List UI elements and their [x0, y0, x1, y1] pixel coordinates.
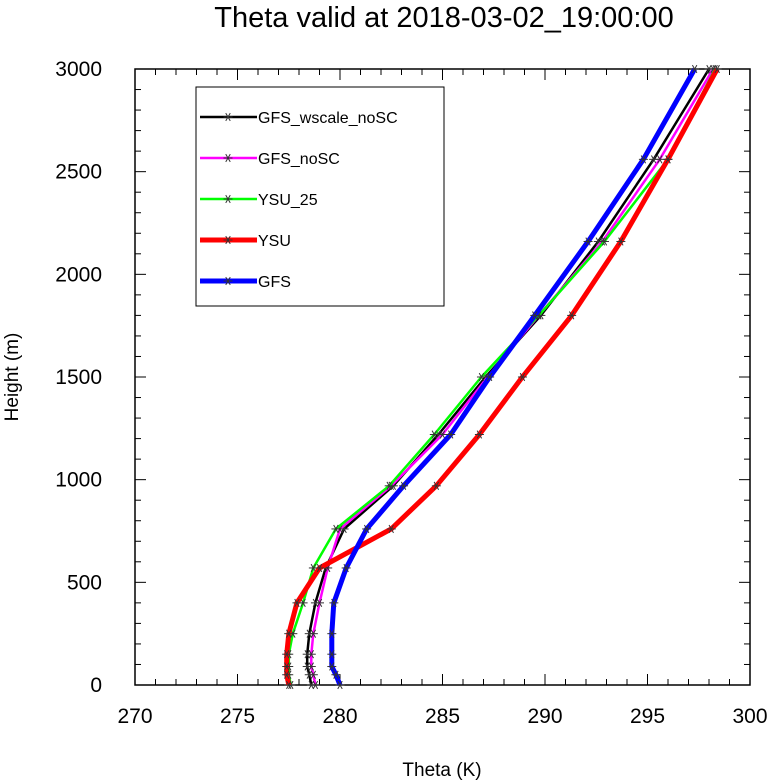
- legend-marker: [223, 112, 233, 122]
- legend-marker: [223, 194, 233, 204]
- series-gfs: [327, 64, 700, 690]
- data-point: [327, 650, 337, 659]
- data-point: [315, 598, 324, 608]
- legend-item: YSU_25: [200, 192, 318, 209]
- legend-item: YSU: [200, 233, 291, 250]
- data-point: [306, 662, 316, 671]
- x-tick-label: 290: [527, 705, 562, 728]
- data-point: [327, 662, 337, 671]
- x-tick-label: 295: [630, 705, 665, 728]
- data-point: [431, 481, 441, 490]
- data-point: [712, 64, 722, 74]
- data-point: [331, 670, 341, 679]
- data-point: [690, 64, 700, 74]
- data-point: [284, 629, 294, 638]
- data-point: [655, 155, 665, 164]
- chart-title: Theta valid at 2018-03-02_19:00:00: [214, 2, 674, 34]
- x-tick-label: 275: [220, 705, 255, 728]
- y-tick-label: 1000: [55, 469, 102, 492]
- legend-label: YSU: [258, 233, 291, 250]
- data-point: [429, 430, 439, 439]
- data-point: [292, 598, 302, 608]
- data-point: [331, 524, 341, 534]
- y-tick-label: 3000: [55, 58, 102, 81]
- y-tick-label: 0: [90, 674, 102, 697]
- legend-item: GFS_wscale_noSC: [200, 110, 398, 127]
- x-tick-label: 285: [425, 705, 460, 728]
- data-point: [306, 650, 316, 659]
- data-point: [282, 662, 292, 671]
- data-point: [446, 430, 456, 439]
- data-point: [399, 481, 409, 490]
- data-point: [284, 680, 294, 690]
- data-point: [341, 563, 351, 573]
- data-point: [616, 237, 626, 246]
- legend-marker: [223, 235, 233, 245]
- data-point: [517, 372, 527, 382]
- data-point: [474, 430, 484, 439]
- data-point: [530, 311, 540, 320]
- data-point: [362, 524, 372, 534]
- data-point: [638, 155, 648, 164]
- data-point: [476, 372, 486, 382]
- series-ysu: [282, 64, 722, 690]
- data-point: [329, 598, 339, 608]
- data-point: [327, 629, 337, 638]
- y-axis-label: Height (m): [2, 333, 23, 422]
- x-tick-label: 270: [117, 705, 152, 728]
- legend-item: GFS_noSC: [200, 151, 340, 168]
- y-tick-label: 2000: [55, 263, 102, 286]
- x-tick-label: 300: [732, 705, 767, 728]
- data-point: [308, 629, 318, 638]
- data-point: [663, 155, 673, 164]
- axis-ticks: [134, 68, 751, 686]
- legend-item: GFS: [200, 274, 291, 291]
- data-point: [599, 237, 609, 246]
- series-layer: [282, 64, 722, 690]
- data-point: [567, 311, 577, 320]
- data-point: [308, 670, 318, 679]
- data-point: [282, 670, 292, 679]
- data-point: [315, 563, 324, 573]
- legend-label: GFS: [258, 274, 291, 291]
- data-point: [485, 372, 495, 382]
- x-tick-label: 280: [322, 705, 357, 728]
- data-point: [335, 680, 345, 690]
- data-point: [583, 237, 593, 246]
- legend-marker: [223, 153, 233, 163]
- y-tick-label: 500: [67, 571, 102, 594]
- data-point: [386, 524, 396, 534]
- legend-label: GFS_noSC: [258, 151, 340, 168]
- x-axis-label: Theta (K): [402, 760, 481, 781]
- legend-label: YSU_25: [258, 192, 318, 209]
- data-point: [384, 481, 394, 490]
- axis-tick-labels: 270 275 280 285 290 295 3000500100015002000250…: [55, 58, 767, 728]
- data-point: [438, 430, 447, 439]
- y-tick-label: 1500: [55, 366, 102, 389]
- legend-marker: [223, 276, 233, 286]
- legend: GFS_wscale_noSC GFS_noSC YSU_25 YSU GFS: [195, 86, 445, 307]
- data-point: [310, 680, 320, 690]
- legend-label: GFS_wscale_noSC: [258, 110, 398, 127]
- y-tick-label: 2500: [55, 161, 102, 184]
- data-point: [282, 650, 292, 659]
- legend-box: [195, 86, 445, 307]
